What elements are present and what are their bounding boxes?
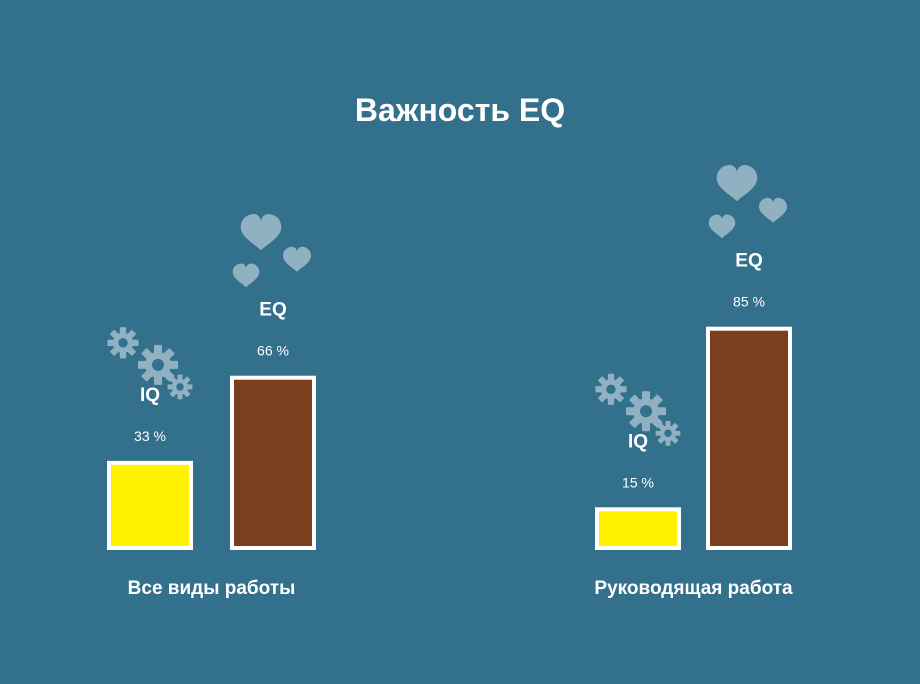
bar-eq-1 [230,375,316,550]
data-label: 85 % [733,294,765,310]
gear-icon [167,374,193,400]
gear-icon [107,327,139,359]
series-label: EQ [735,251,762,272]
category-label: Руководящая работа [594,578,793,599]
heart-icon [283,246,311,272]
heart-icon [240,213,282,251]
series-label: EQ [259,300,286,321]
series-label: IQ [628,431,648,452]
heart-icon [716,164,758,202]
heart-icon [232,263,260,288]
heart-icon [759,197,787,223]
chart-marks: 33 % IQ 66 % EQ Все виды работы 15 % IQ 85 % EQ Р… [107,164,793,599]
category-label: Все виды работы [128,578,296,599]
data-label: 15 % [622,474,654,490]
bar-eq-2 [706,326,792,551]
series-label: IQ [140,385,160,406]
data-label: 33 % [134,428,166,444]
gear-icon [655,420,681,446]
bar-iq-2 [595,507,681,550]
heart-icon [708,214,736,239]
data-label: 66 % [257,343,289,359]
gear-icon [595,373,627,405]
chart-title: Важность EQ [355,92,565,128]
bar-iq-1 [107,460,193,550]
